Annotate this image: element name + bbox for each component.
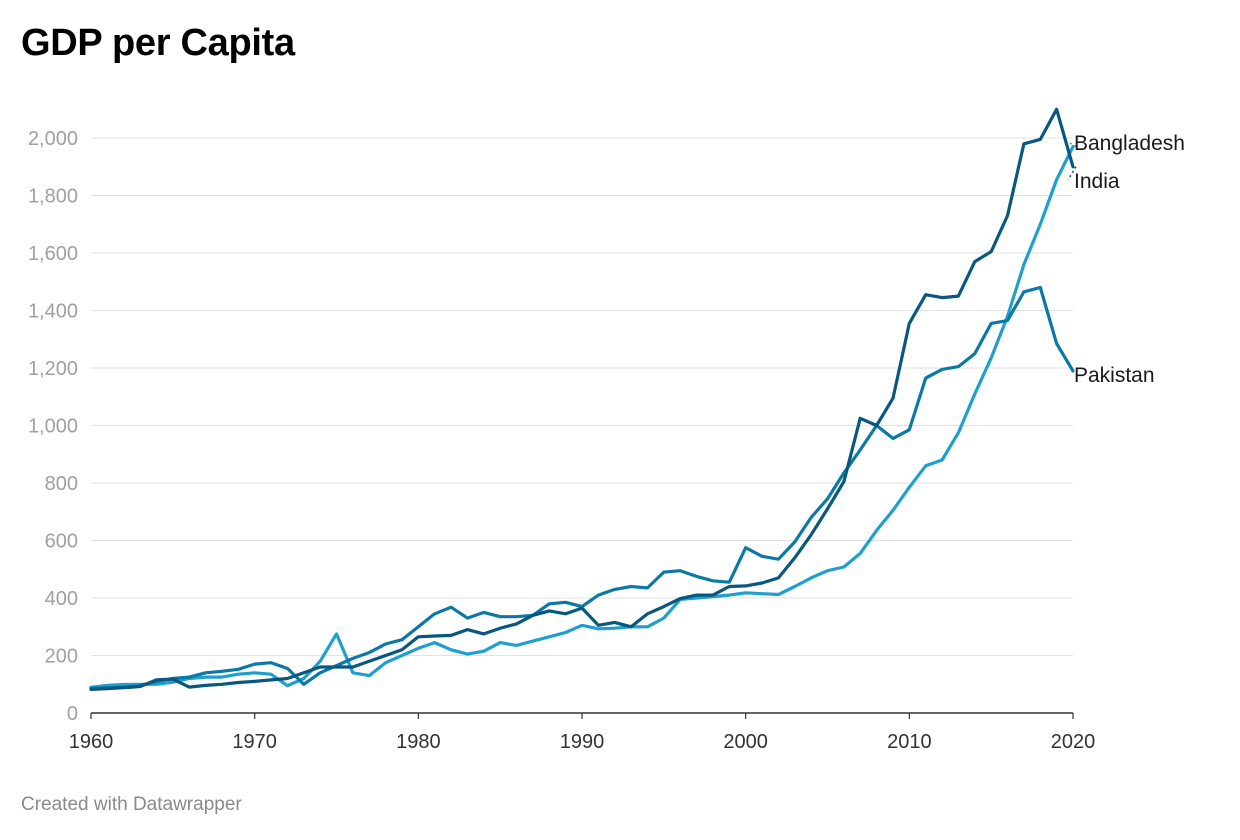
series-labels: Bangladesh India Pakistan <box>1067 132 1185 387</box>
x-tick-label: 1980 <box>396 731 441 753</box>
y-tick-label: 200 <box>45 646 78 668</box>
y-axis-labels: 0 200 400 600 800 1,000 1,200 1,400 1,600 1,800 2,… <box>28 128 78 725</box>
series-line-bangladesh <box>89 145 1075 689</box>
series-label-bangladesh: Bangladesh <box>1074 132 1185 155</box>
x-tick-label: 2000 <box>723 731 768 753</box>
series-lines <box>89 107 1075 691</box>
x-axis: 1960 1970 1980 1990 2000 2010 2020 <box>69 712 1096 753</box>
y-tick-label: 1,200 <box>28 358 78 380</box>
x-tick-label: 2020 <box>1051 731 1096 753</box>
y-tick-label: 1,800 <box>28 186 78 208</box>
series-label-india: India <box>1074 170 1120 193</box>
series-line-pakistan <box>89 285 1075 691</box>
y-tick-label: 800 <box>45 473 78 495</box>
attribution-footer: Created with Datawrapper <box>21 794 242 815</box>
y-tick-label: 1,000 <box>28 416 78 438</box>
x-tick-label: 1990 <box>560 731 605 753</box>
gridlines <box>91 137 1073 656</box>
chart-title: GDP per Capita <box>21 22 295 64</box>
series-line-india <box>89 107 1075 691</box>
y-tick-label: 600 <box>45 531 78 553</box>
x-tick-label: 1970 <box>232 731 277 753</box>
y-tick-label: 2,000 <box>28 128 78 150</box>
x-tick-label: 2010 <box>887 731 932 753</box>
y-tick-label: 400 <box>45 588 78 610</box>
y-tick-label: 0 <box>67 703 78 725</box>
y-tick-label: 1,400 <box>28 301 78 323</box>
series-label-pakistan: Pakistan <box>1074 364 1155 387</box>
label-leader-bangladesh <box>1067 141 1077 148</box>
x-tick-label: 1960 <box>69 731 114 753</box>
y-tick-label: 1,600 <box>28 243 78 265</box>
